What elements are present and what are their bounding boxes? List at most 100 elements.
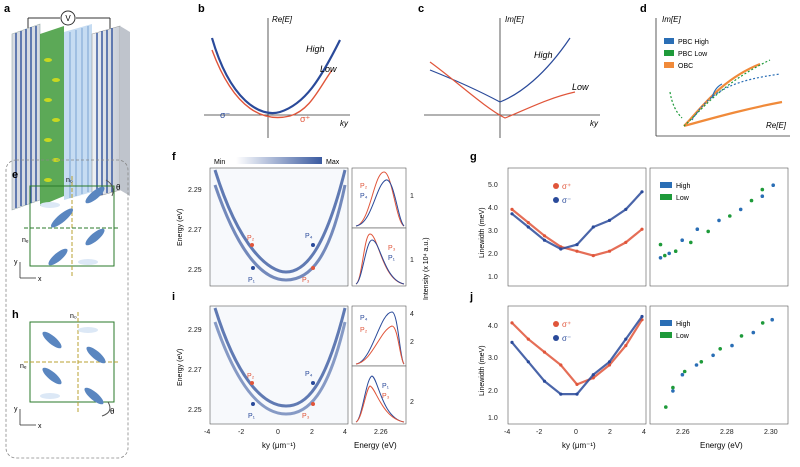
- g-point-1-2: [542, 238, 547, 242]
- j-point-1-1: [526, 360, 530, 364]
- angle-theta-h: θ: [110, 407, 115, 416]
- d-arrow-icon: [711, 83, 723, 99]
- j-right-point-1-2: [682, 369, 687, 374]
- j-right-point-1-1: [671, 385, 675, 390]
- i-xtick-4: 2: [310, 429, 314, 436]
- f-ytick-1: 2.29: [188, 187, 202, 194]
- spectra-f: P₂ P₄ P₃ P₁ 1 1 Intensity (x 10⁴ a.u.): [351, 167, 430, 300]
- si-tick-2: 2: [410, 339, 414, 346]
- d-legend-pbc-high: PBC High: [678, 39, 709, 46]
- j-right-point-0-6: [770, 317, 774, 322]
- g-right-point-1-4: [706, 229, 710, 234]
- panel-j: 4.0 3.0 2.0 1.0 Linewidth (meV) -4 -2 0 …: [479, 305, 789, 450]
- g-point-0-5: [591, 254, 595, 258]
- g-right-point-0-2: [680, 238, 684, 242]
- f-p4: P₄: [305, 233, 313, 240]
- g-legend-low: Low: [676, 195, 690, 202]
- i-xtick-3: 0: [276, 429, 280, 436]
- i-ytick-3: 2.25: [188, 407, 202, 414]
- g-right-point-1-7: [760, 187, 765, 192]
- j-ytick-1: 4.0: [488, 323, 498, 330]
- i-ylabel: Energy (eV): [177, 349, 184, 386]
- j-right-point-1-3: [699, 360, 704, 364]
- plate-stripes: [69, 26, 89, 198]
- i-ytick-2: 2.27: [188, 367, 202, 374]
- g-ytick-2: 4.0: [488, 205, 498, 212]
- panel-h-diagram: θ n₀ nₑ y x: [14, 312, 120, 430]
- g-right-point-1-0: [658, 242, 663, 247]
- n0-label-h: n₀: [70, 313, 77, 320]
- j-point-1-8: [640, 314, 644, 319]
- axis-y-e: y: [14, 259, 18, 266]
- j-right-point-1-6: [760, 321, 765, 325]
- panel-b: Re[E] ky High Low σ⁻ σ⁺: [204, 15, 350, 138]
- sf-top-p4: P₄: [360, 193, 368, 200]
- j-xlabel: ky (μm⁻¹): [562, 441, 596, 450]
- panel-e-diagram: θ n₀ nₑ y x: [14, 176, 121, 283]
- device-schematic: V: [11, 10, 130, 211]
- dbr-right: [91, 25, 121, 199]
- b-sigma-minus: σ⁻: [220, 110, 231, 120]
- g-right-point-1-6: [749, 198, 754, 203]
- g-point-1-1: [526, 225, 530, 229]
- si-bot-p1: P₁: [382, 383, 390, 390]
- g-right-point-0-7: [771, 183, 775, 187]
- j-point-1-7: [624, 337, 628, 341]
- j-ytick-4: 1.0: [488, 415, 498, 422]
- sf-bot-p1: P₁: [388, 255, 396, 262]
- j-point-0-3: [559, 363, 563, 367]
- g-right-point-0-3: [695, 227, 700, 231]
- g-right-point-0-4: [717, 218, 721, 223]
- f-p2: P₂: [247, 235, 255, 242]
- panel-letter-j: j: [469, 291, 473, 303]
- g-ytick-5: 1.0: [488, 274, 498, 281]
- si-top-p4: P₄: [360, 315, 368, 322]
- sf-top-p2: P₂: [360, 183, 368, 190]
- j-ytick-3: 2.0: [488, 388, 498, 395]
- c-curve-low: [429, 61, 576, 119]
- g-right-point-1-2: [673, 249, 678, 253]
- i-p2: P₂: [247, 373, 255, 380]
- g-point-0-7: [624, 240, 628, 244]
- j-series: [510, 314, 644, 396]
- panel-g: 5.0 4.0 3.0 2.0 1.0 Linewidth (meV) σ⁺ σ…: [479, 167, 789, 287]
- panel-letter-h: h: [12, 309, 19, 321]
- j-xtick-1: -4: [504, 429, 510, 436]
- g-right-point-1-1: [663, 253, 667, 258]
- g-point-1-6: [607, 218, 612, 222]
- b-low-label: Low: [320, 64, 337, 74]
- j-point-1-2: [542, 379, 547, 383]
- g-point-0-1: [526, 221, 530, 225]
- j-legend-high: High: [676, 321, 691, 328]
- sf-tick-1: 1: [410, 193, 414, 200]
- lc-layer: [40, 26, 64, 206]
- spectra-i: P₄ P₂ P₁ P₃ 4 2 2 2.26 Energy (eV): [351, 305, 414, 450]
- dbr-stripes-left: [15, 26, 37, 208]
- j-right-point-1-4: [718, 347, 722, 351]
- c-curve-high: [429, 37, 571, 103]
- j-right-point-0-1: [680, 372, 685, 377]
- j2-xtick-3: 2.30: [764, 429, 778, 436]
- si-xtick: 2.26: [374, 429, 388, 436]
- c-xlabel: ky: [590, 119, 599, 128]
- f-colorbar: [236, 157, 322, 164]
- i-p3: P₃: [302, 413, 310, 420]
- si-top-p2: P₂: [360, 327, 368, 334]
- c-high-label: High: [534, 50, 553, 60]
- dbr-stripes-right: [96, 28, 113, 196]
- j-point-1-3: [559, 392, 563, 396]
- f-band-upper: [213, 169, 347, 274]
- b-xlabel: ky: [340, 119, 349, 128]
- i-p1: P₁: [248, 413, 256, 420]
- g-point-1-7: [624, 207, 628, 211]
- j-point-1-4: [575, 392, 579, 396]
- g-legend-high: High: [676, 183, 691, 190]
- j-ytick-2: 3.0: [488, 355, 498, 362]
- i-p4: P₄: [305, 371, 313, 378]
- g-series: [510, 190, 644, 258]
- d-obc-curve-2: [683, 100, 783, 128]
- i-xtick-2: -2: [238, 429, 244, 436]
- b-curve-low: [211, 49, 333, 119]
- panel-letter-e: e: [12, 169, 18, 181]
